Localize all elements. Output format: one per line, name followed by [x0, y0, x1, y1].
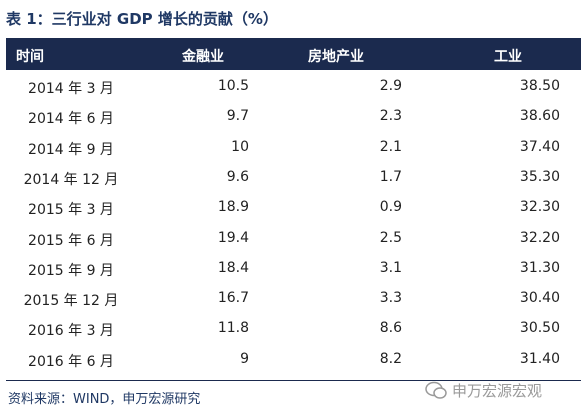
value-cell: 30.40 — [519, 290, 560, 307]
date-cell: 2015 年 3 月 — [28, 202, 114, 219]
value-cell: 32.30 — [519, 199, 560, 216]
value-cell: 18.9 — [217, 199, 249, 216]
column-header: 工业 — [494, 49, 522, 65]
value-cell: 18.4 — [217, 259, 249, 276]
value-cell: 10 — [231, 138, 249, 155]
value-cell: 8.6 — [379, 320, 402, 337]
value-cell: 19.4 — [217, 229, 249, 246]
column-header: 房地产业 — [308, 49, 364, 65]
bottom-rule — [6, 380, 581, 381]
date-cell: 2014 年 9 月 — [28, 141, 114, 158]
value-cell: 9.7 — [226, 108, 249, 125]
value-cell: 11.8 — [217, 320, 249, 337]
value-cell: 8.2 — [379, 350, 402, 367]
value-cell: 38.60 — [519, 108, 560, 125]
date-cell: 2015 年 9 月 — [28, 262, 114, 279]
watermark: 申万宏源宏观 — [452, 382, 543, 400]
value-cell: 31.40 — [519, 350, 560, 367]
value-cell: 30.50 — [519, 320, 560, 337]
column-header: 金融业 — [182, 49, 224, 65]
value-cell: 2.9 — [379, 78, 402, 94]
value-cell: 2.3 — [379, 108, 402, 125]
date-cell: 2014 年 12 月 — [23, 171, 119, 188]
value-cell: 38.50 — [519, 78, 560, 94]
value-cell: 9 — [240, 350, 249, 367]
date-cell: 2015 年 6 月 — [28, 232, 114, 249]
value-cell: 9.6 — [226, 168, 249, 185]
value-cell: 10.5 — [217, 78, 249, 94]
value-cell: 31.30 — [519, 259, 560, 276]
value-cell: 35.30 — [519, 168, 560, 185]
date-cell: 2014 年 6 月 — [28, 111, 114, 128]
value-cell: 16.7 — [217, 290, 249, 307]
date-cell: 2016 年 6 月 — [28, 353, 114, 370]
column-header: 时间 — [16, 49, 44, 65]
date-cell: 2014 年 3 月 — [28, 81, 114, 97]
header-row — [6, 38, 581, 70]
value-cell: 3.3 — [379, 290, 402, 307]
wechat-icon — [425, 381, 447, 399]
date-cell: 2015 年 12 月 — [23, 293, 119, 310]
value-cell: 32.20 — [519, 229, 560, 246]
source-note: 资料来源：WIND，申万宏源研究 — [8, 392, 201, 407]
date-cell: 2016 年 3 月 — [28, 323, 114, 340]
value-cell: 37.40 — [519, 138, 560, 155]
value-cell: 3.1 — [379, 259, 402, 276]
value-cell: 0.9 — [379, 199, 402, 216]
value-cell: 2.1 — [379, 138, 402, 155]
table-title: 表 1：三行业对 GDP 增长的贡献（%） — [6, 10, 278, 28]
value-cell: 2.5 — [379, 229, 402, 246]
value-cell: 1.7 — [379, 168, 402, 185]
